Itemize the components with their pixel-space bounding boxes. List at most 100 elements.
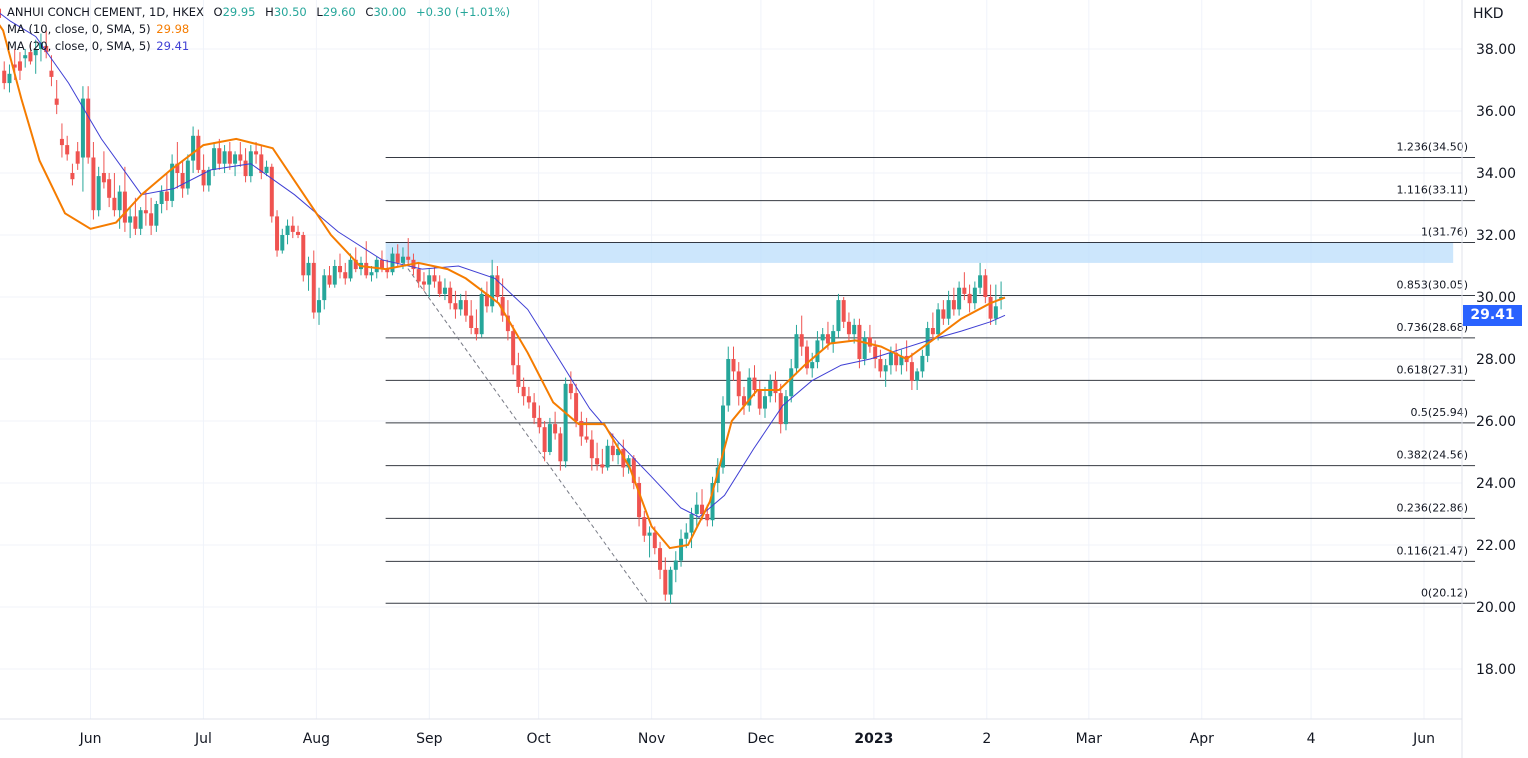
candle bbox=[673, 551, 678, 583]
candle-body bbox=[925, 328, 930, 356]
candle bbox=[783, 390, 788, 431]
candle bbox=[867, 324, 872, 353]
candle-body bbox=[191, 135, 196, 161]
candle-body bbox=[684, 532, 689, 539]
candle-body bbox=[442, 287, 447, 294]
candle-body bbox=[757, 390, 762, 409]
candle bbox=[710, 476, 715, 527]
candle bbox=[406, 238, 411, 266]
candle bbox=[212, 142, 217, 177]
fib-label: 1(31.76) bbox=[1421, 225, 1468, 238]
candle-body bbox=[957, 287, 962, 310]
legend-ma20-row[interactable]: MA (20, close, 0, SMA, 5) 29.41 bbox=[7, 38, 510, 55]
candle bbox=[736, 362, 741, 406]
fib-label: 0.5(25.94) bbox=[1410, 406, 1468, 419]
candle bbox=[290, 216, 295, 239]
candle-body bbox=[23, 55, 28, 59]
ma10-label: MA (10, close, 0, SMA, 5) bbox=[7, 22, 151, 36]
candle-body bbox=[49, 70, 54, 77]
candle-body bbox=[101, 173, 106, 183]
candle-body bbox=[831, 331, 836, 344]
candle bbox=[894, 343, 899, 372]
candle-body bbox=[967, 293, 972, 304]
candle bbox=[280, 228, 285, 254]
candle bbox=[647, 526, 652, 558]
candle-body bbox=[159, 191, 164, 204]
candle-body bbox=[379, 259, 384, 270]
candle bbox=[804, 340, 809, 375]
candle-body bbox=[149, 213, 154, 226]
candle bbox=[264, 160, 269, 177]
candle bbox=[311, 250, 316, 319]
candle-body bbox=[296, 231, 301, 235]
candle bbox=[663, 557, 668, 601]
candle-body bbox=[269, 166, 274, 217]
candle-body bbox=[637, 483, 642, 518]
candle-body bbox=[920, 355, 925, 372]
candle bbox=[731, 346, 736, 381]
candle bbox=[2, 61, 7, 90]
candle-body bbox=[747, 377, 752, 406]
candle bbox=[38, 33, 43, 62]
candle-body bbox=[873, 346, 878, 359]
candle-body bbox=[936, 309, 941, 335]
candle bbox=[941, 300, 946, 325]
candles bbox=[0, 8, 1004, 604]
candle-body bbox=[448, 287, 453, 304]
y-tick-label: 22.00 bbox=[1476, 538, 1516, 554]
candle bbox=[883, 359, 888, 387]
candle-body bbox=[400, 256, 405, 263]
candle bbox=[91, 142, 96, 220]
candle bbox=[595, 442, 600, 471]
candle bbox=[589, 430, 594, 471]
candle bbox=[605, 439, 610, 471]
candle bbox=[138, 207, 143, 235]
candle-body bbox=[894, 352, 899, 366]
candle bbox=[28, 42, 33, 65]
candle bbox=[353, 247, 358, 273]
candle-body bbox=[799, 334, 804, 347]
candle bbox=[553, 411, 558, 440]
candle-body bbox=[259, 154, 264, 173]
candle bbox=[159, 185, 164, 214]
candle bbox=[7, 64, 12, 93]
candle bbox=[416, 262, 421, 288]
candle-body bbox=[128, 216, 133, 223]
candle-body bbox=[610, 445, 615, 456]
ma10-value: 29.98 bbox=[156, 22, 190, 36]
candle bbox=[233, 151, 238, 177]
candle-body bbox=[867, 337, 872, 347]
currency-label[interactable]: HKD bbox=[1473, 6, 1504, 22]
candle-body bbox=[327, 275, 332, 285]
candle bbox=[957, 281, 962, 316]
candle bbox=[962, 272, 967, 301]
candle-body bbox=[133, 216, 138, 229]
candle bbox=[59, 123, 64, 158]
candle-body bbox=[741, 396, 746, 406]
candle bbox=[547, 417, 552, 456]
candle-body bbox=[117, 191, 122, 211]
legend-ma10-row[interactable]: MA (10, close, 0, SMA, 5) 29.98 bbox=[7, 21, 510, 38]
candle-body bbox=[374, 259, 379, 273]
candle bbox=[369, 266, 374, 282]
candle bbox=[301, 231, 306, 282]
candle bbox=[936, 303, 941, 341]
y-tick-label: 34.00 bbox=[1476, 166, 1516, 182]
ma20-line bbox=[0, 12, 1006, 518]
candle bbox=[107, 173, 112, 208]
candle-body bbox=[511, 331, 516, 366]
candle-body bbox=[238, 154, 243, 161]
change-value: +0.30 (+1.01%) bbox=[416, 5, 511, 19]
fib-label: 0.382(24.56) bbox=[1396, 449, 1468, 462]
x-tick-label: Nov bbox=[638, 731, 665, 747]
candle bbox=[463, 290, 468, 322]
candle-body bbox=[574, 393, 579, 421]
y-tick-label: 32.00 bbox=[1476, 228, 1516, 244]
open-label: O bbox=[213, 5, 223, 19]
candle bbox=[993, 284, 998, 325]
candle-body bbox=[915, 371, 920, 381]
candle-body bbox=[369, 272, 374, 276]
candle bbox=[112, 173, 117, 217]
